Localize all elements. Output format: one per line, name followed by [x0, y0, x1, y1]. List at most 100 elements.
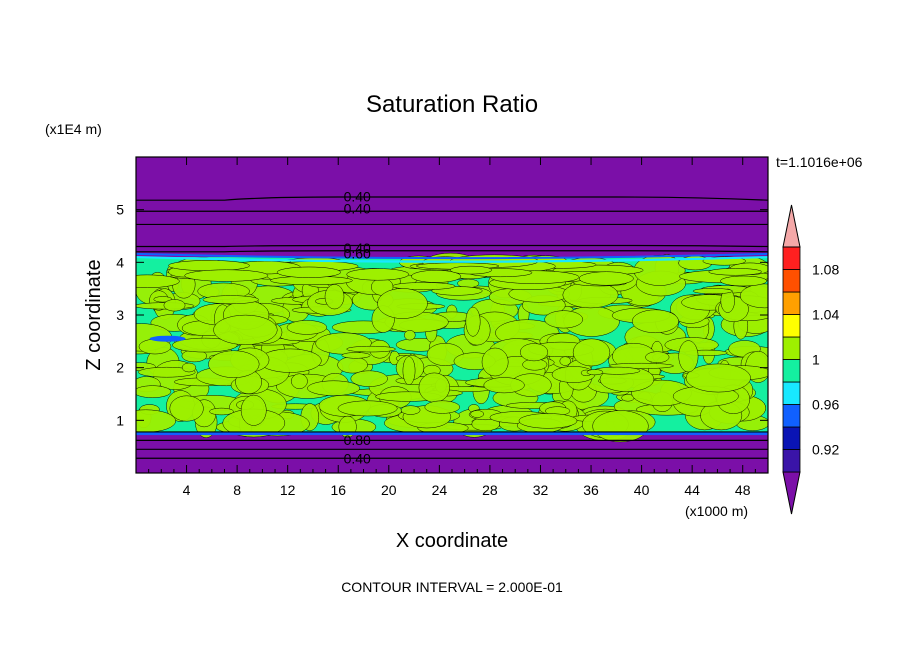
texture-patch	[483, 377, 525, 394]
texture-patch	[465, 306, 481, 337]
colorbar-segment	[782, 426, 801, 450]
texture-patch	[286, 320, 328, 335]
colorbar-segment	[782, 359, 801, 383]
colorbar-tick-label: 1.08	[812, 262, 839, 278]
x-tick-label: 16	[330, 482, 346, 498]
x-tick-label: 40	[634, 482, 650, 498]
colorbar-segment	[782, 291, 801, 315]
texture-patch	[404, 330, 416, 341]
y-axis-title: Z coordinate	[83, 259, 105, 370]
colorbar-segment	[782, 449, 801, 473]
texture-patch	[481, 347, 509, 377]
texture-patch	[172, 337, 238, 353]
contour-line	[136, 250, 768, 253]
x-unit-label: (x1000 m)	[685, 503, 748, 519]
x-tick-label: 36	[583, 482, 599, 498]
texture-patch	[592, 410, 649, 443]
texture-patch	[346, 268, 409, 281]
texture-patch	[163, 299, 186, 312]
texture-patch	[291, 373, 308, 389]
colorbar-tick-label: 0.92	[812, 442, 839, 458]
texture-patch	[337, 356, 368, 374]
texture-patch	[136, 274, 180, 288]
texture-patch	[450, 265, 492, 275]
texture-patch	[685, 363, 751, 393]
x-tick-label: 20	[381, 482, 397, 498]
plot-area: 0.400.400.400.600.800.40	[136, 157, 768, 473]
colorbar: 0.92 0.96 1 1.04 1.08	[782, 204, 839, 515]
texture-patch	[184, 269, 269, 282]
colorbar-segment	[782, 381, 801, 405]
x-tick-label: 4	[183, 482, 191, 498]
contour-line	[136, 244, 768, 248]
time-label: t=1.1016e+06	[776, 154, 863, 170]
colorbar-high-arrow	[782, 204, 801, 248]
blue-band	[136, 252, 768, 260]
texture-patch	[213, 314, 278, 345]
contour-label: 0.60	[344, 245, 371, 261]
contour-label: 0.40	[344, 189, 371, 205]
texture-patch	[518, 413, 578, 429]
texture-patch	[276, 266, 341, 278]
contour-label: 0.40	[344, 201, 371, 217]
texture-patch	[692, 288, 733, 295]
colorbar-tick-label: 1.04	[812, 307, 839, 323]
cyan-band	[136, 256, 768, 263]
texture-patch	[400, 405, 421, 415]
colorbar-segment	[782, 314, 801, 338]
texture-patch	[377, 288, 428, 319]
texture-patch	[572, 338, 611, 367]
x-tick-label: 28	[482, 482, 498, 498]
colorbar-low-arrow	[782, 471, 801, 515]
texture-patch	[720, 275, 768, 287]
texture-patch	[645, 351, 670, 363]
colorbar-segment	[782, 269, 801, 293]
contour-label: 0.80	[344, 432, 371, 448]
chart-title: Saturation Ratio	[366, 91, 538, 118]
colorbar-tick-label: 1	[812, 352, 820, 368]
texture-patch	[337, 400, 398, 417]
texture-patch	[136, 385, 172, 398]
texture-patch	[418, 372, 450, 403]
texture-patch	[586, 369, 604, 376]
texture-patch	[708, 268, 762, 276]
y-tick-label: 5	[116, 202, 124, 218]
region-2	[136, 157, 768, 258]
y-tick-label: 1	[116, 412, 124, 428]
contour-line	[136, 196, 768, 201]
texture-patch	[341, 352, 371, 359]
blue-band-lower	[136, 431, 768, 436]
texture-patch	[202, 295, 259, 305]
texture-patch	[631, 309, 679, 334]
blue-patch	[149, 335, 186, 342]
texture-patch	[209, 407, 234, 416]
texture-patch	[739, 283, 768, 309]
texture-patch	[138, 366, 196, 378]
texture-patch	[411, 270, 462, 283]
texture-patch	[324, 284, 345, 310]
texture-patch	[181, 362, 197, 373]
y-tick-label: 3	[116, 307, 124, 323]
x-tick-label: 44	[684, 482, 700, 498]
colorbar-tick-label: 0.96	[812, 397, 839, 413]
texture-patch	[392, 282, 456, 290]
x-tick-label: 48	[735, 482, 751, 498]
texture-patch	[153, 296, 173, 303]
contour-label: 0.40	[344, 240, 371, 256]
x-tick-label: 12	[280, 482, 296, 498]
y-unit-label: (x1E4 m)	[45, 121, 102, 137]
texture-patch	[350, 370, 388, 387]
texture-patch	[678, 340, 699, 373]
colorbar-segment	[782, 336, 801, 360]
colorbar-segment	[782, 404, 801, 428]
texture-patch	[346, 345, 396, 353]
contour-interval-note: CONTOUR INTERVAL = 2.000E-01	[341, 579, 563, 595]
texture-patch	[402, 356, 416, 386]
texture-patch	[169, 395, 204, 422]
y-tick-label: 4	[116, 254, 124, 270]
x-axis-title: X coordinate	[396, 530, 508, 552]
texture-patch	[168, 260, 250, 272]
region-0	[136, 433, 768, 473]
texture-patch	[578, 271, 634, 286]
texture-patch	[136, 409, 176, 433]
